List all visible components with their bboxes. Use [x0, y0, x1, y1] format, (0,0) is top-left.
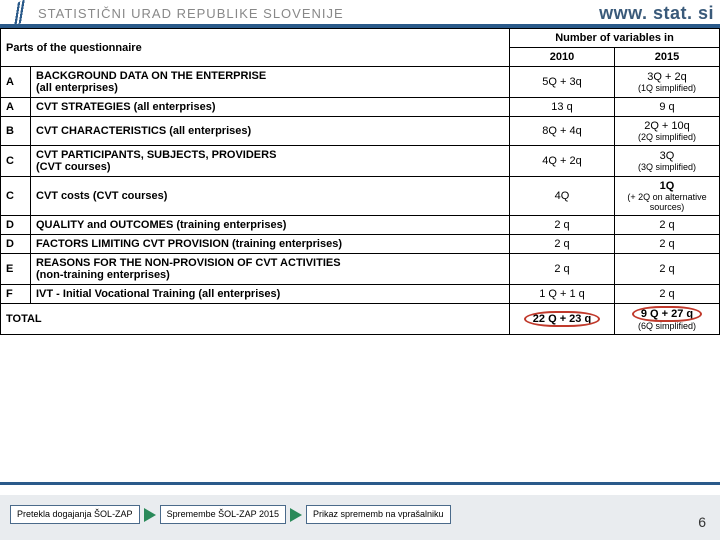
header-year-2010: 2010 — [510, 48, 615, 67]
row-year-2010: 2 q — [510, 216, 615, 235]
footer-bar: Pretekla dogajanja ŠOL-ZAP Spremembe ŠOL… — [0, 482, 720, 540]
header-year-2015: 2015 — [615, 48, 720, 67]
row-desc: CVT costs (CVT courses) — [31, 177, 510, 216]
arrow-icon — [144, 508, 156, 522]
row-year-2015: 1Q(+ 2Q on alternative sources) — [615, 177, 720, 216]
row-desc: REASONS FOR THE NON-PROVISION OF CVT ACT… — [31, 254, 510, 285]
header: STATISTIČNI URAD REPUBLIKE SLOVENIJE www… — [0, 0, 720, 28]
row-year-2015: 2 q — [615, 235, 720, 254]
row-year-2010: 1 Q + 1 q — [510, 285, 615, 304]
row-desc: CVT PARTICIPANTS, SUBJECTS, PROVIDERS(CV… — [31, 146, 510, 177]
row-year-2010: 2 q — [510, 254, 615, 285]
footer-box-2: Spremembe ŠOL-ZAP 2015 — [160, 505, 286, 525]
row-code: E — [1, 254, 31, 285]
header-vars: Number of variables in — [510, 29, 720, 48]
table-row: ABACKGROUND DATA ON THE ENTERPRISE(all e… — [1, 67, 720, 98]
questionnaire-table: Parts of the questionnaire Number of var… — [0, 28, 720, 335]
page-number: 6 — [698, 514, 706, 530]
row-year-2010: 5Q + 3q — [510, 67, 615, 98]
row-desc: IVT - Initial Vocational Training (all e… — [31, 285, 510, 304]
header-left: STATISTIČNI URAD REPUBLIKE SLOVENIJE — [6, 2, 344, 24]
total-row: TOTAL 22 Q + 23 q 9 Q + 27 q (6Q simplif… — [1, 304, 720, 335]
row-year-2015: 2 q — [615, 254, 720, 285]
row-year-2015: 2 q — [615, 285, 720, 304]
site-url: www. stat. si — [599, 3, 714, 24]
row-code: B — [1, 117, 31, 146]
row-year-2015: 2Q + 10q(2Q simplified) — [615, 117, 720, 146]
table-row: DFACTORS LIMITING CVT PROVISION (trainin… — [1, 235, 720, 254]
table-row: BCVT CHARACTERISTICS (all enterprises)8Q… — [1, 117, 720, 146]
logo-icon — [6, 2, 32, 24]
table-row: CCVT PARTICIPANTS, SUBJECTS, PROVIDERS(C… — [1, 146, 720, 177]
row-year-2015: 3Q + 2q(1Q simplified) — [615, 67, 720, 98]
row-code: A — [1, 98, 31, 117]
row-desc: CVT STRATEGIES (all enterprises) — [31, 98, 510, 117]
row-desc: BACKGROUND DATA ON THE ENTERPRISE(all en… — [31, 67, 510, 98]
row-code: D — [1, 216, 31, 235]
row-code: F — [1, 285, 31, 304]
footer-box-1: Pretekla dogajanja ŠOL-ZAP — [10, 505, 140, 525]
arrow-icon — [290, 508, 302, 522]
table-row: CCVT costs (CVT courses)4Q1Q(+ 2Q on alt… — [1, 177, 720, 216]
row-year-2015: 2 q — [615, 216, 720, 235]
total-2015: 9 Q + 27 q (6Q simplified) — [615, 304, 720, 335]
row-year-2010: 4Q + 2q — [510, 146, 615, 177]
total-2010: 22 Q + 23 q — [510, 304, 615, 335]
table-row: FIVT - Initial Vocational Training (all … — [1, 285, 720, 304]
row-code: D — [1, 235, 31, 254]
row-desc: QUALITY and OUTCOMES (training enterpris… — [31, 216, 510, 235]
row-code: C — [1, 146, 31, 177]
row-year-2010: 8Q + 4q — [510, 117, 615, 146]
row-year-2015: 3Q(3Q simplified) — [615, 146, 720, 177]
table-row: EREASONS FOR THE NON-PROVISION OF CVT AC… — [1, 254, 720, 285]
table-row: DQUALITY and OUTCOMES (training enterpri… — [1, 216, 720, 235]
table-row: ACVT STRATEGIES (all enterprises)13 q9 q — [1, 98, 720, 117]
row-year-2010: 2 q — [510, 235, 615, 254]
row-year-2015: 9 q — [615, 98, 720, 117]
row-code: C — [1, 177, 31, 216]
total-label: TOTAL — [1, 304, 510, 335]
row-desc: CVT CHARACTERISTICS (all enterprises) — [31, 117, 510, 146]
table-header-row-1: Parts of the questionnaire Number of var… — [1, 29, 720, 48]
org-name: STATISTIČNI URAD REPUBLIKE SLOVENIJE — [38, 6, 344, 21]
header-parts: Parts of the questionnaire — [1, 29, 510, 67]
row-code: A — [1, 67, 31, 98]
row-year-2010: 13 q — [510, 98, 615, 117]
footer-box-3: Prikaz sprememb na vprašalniku — [306, 505, 451, 525]
row-desc: FACTORS LIMITING CVT PROVISION (training… — [31, 235, 510, 254]
row-year-2010: 4Q — [510, 177, 615, 216]
